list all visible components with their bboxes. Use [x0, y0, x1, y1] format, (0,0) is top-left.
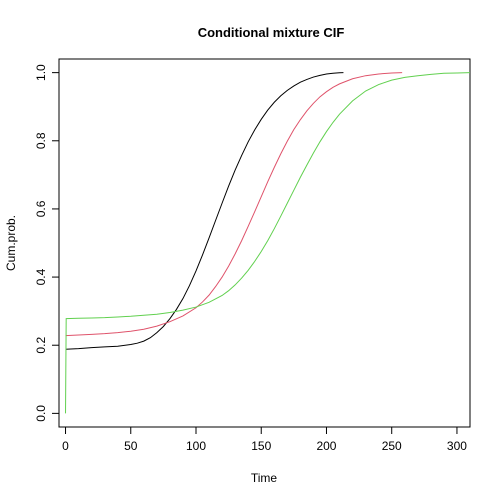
y-tick-label: 0.0 [34, 405, 48, 422]
y-tick-label: 0.8 [34, 132, 48, 149]
series-layer [65, 72, 471, 414]
x-tick-label: 100 [186, 439, 206, 453]
series-line-1 [65, 72, 344, 350]
y-tick-label: 0.4 [34, 268, 48, 285]
x-tick-label: 50 [124, 439, 138, 453]
y-tick-label: 1.0 [34, 64, 48, 81]
x-tick-label: 0 [62, 439, 69, 453]
y-axis-label: Cum.prob. [4, 215, 18, 271]
chart-title: Conditional mixture CIF [198, 25, 345, 40]
y-tick-label: 0.2 [34, 337, 48, 354]
y-axis: 0.0 0.2 0.4 0.6 0.8 1.0 [34, 64, 60, 422]
x-axis: 0 50 100 150 200 250 300 [62, 426, 467, 453]
series-line-2 [65, 72, 403, 337]
x-tick-label: 200 [316, 439, 336, 453]
x-axis-label: Time [251, 471, 278, 485]
y-tick-label: 0.6 [34, 200, 48, 217]
x-tick-label: 300 [447, 439, 467, 453]
x-tick-label: 150 [251, 439, 271, 453]
x-tick-label: 250 [382, 439, 402, 453]
series-line-3 [65, 72, 471, 414]
